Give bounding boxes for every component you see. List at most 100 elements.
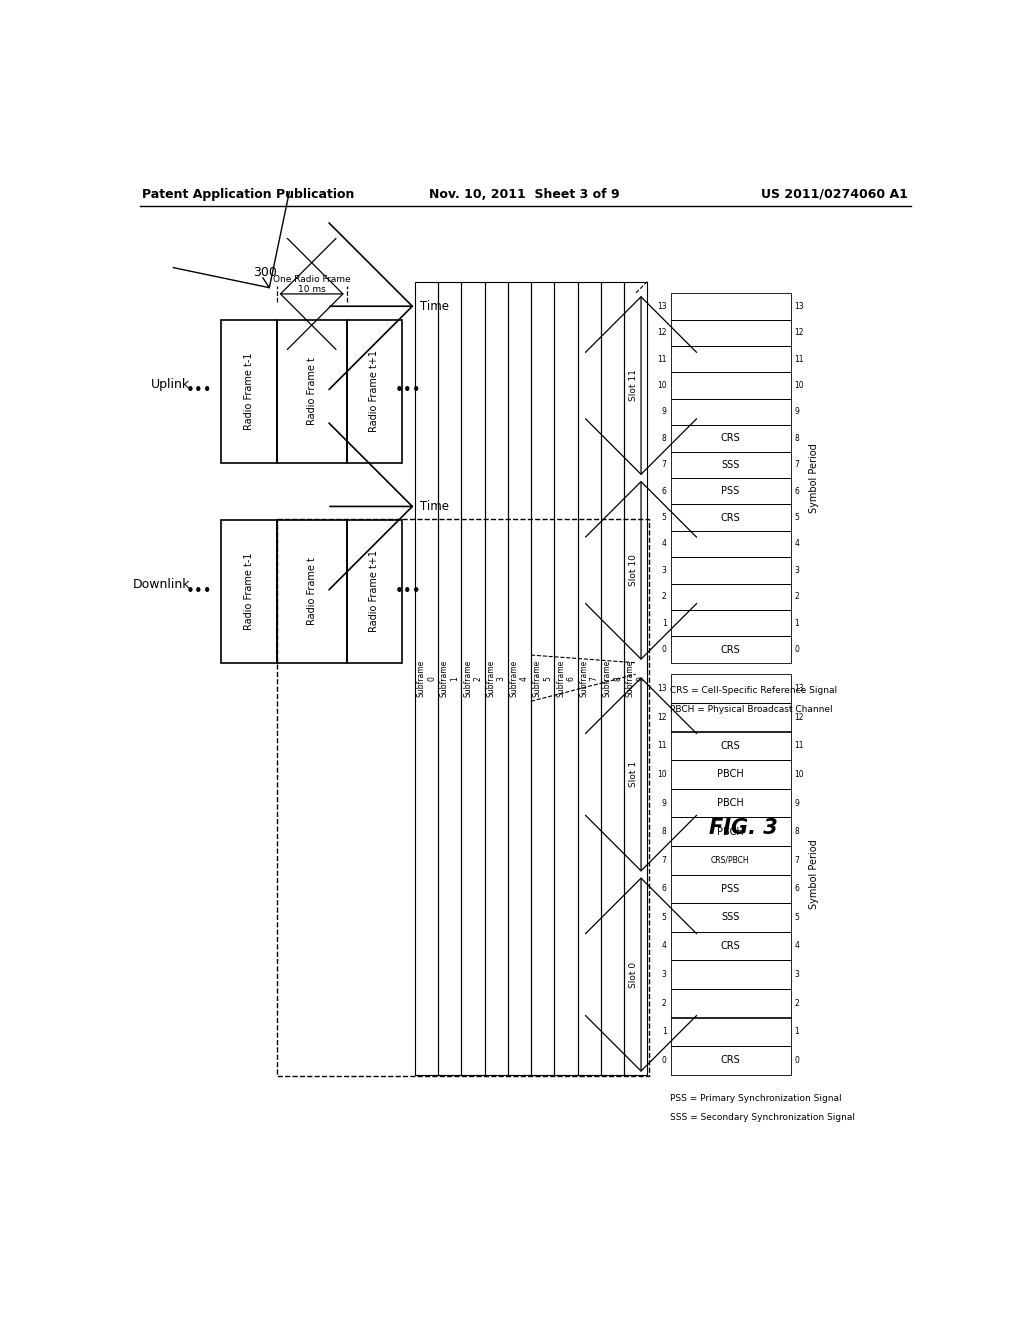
Text: PSS = Primary Synchronization Signal: PSS = Primary Synchronization Signal (671, 1094, 842, 1104)
Text: Radio Frame t-1: Radio Frame t-1 (244, 352, 254, 430)
Text: 2: 2 (795, 593, 800, 601)
Bar (671, 932, 791, 961)
Text: 10: 10 (795, 770, 804, 779)
Text: CRS: CRS (720, 741, 740, 751)
Text: 0: 0 (795, 1056, 800, 1065)
Text: SSS: SSS (721, 912, 739, 923)
Text: CRS/PBCH: CRS/PBCH (711, 855, 750, 865)
Text: CRS: CRS (720, 1056, 740, 1065)
Text: Radio Frame t+1: Radio Frame t+1 (370, 350, 380, 432)
Text: Symbol Period: Symbol Period (809, 840, 819, 909)
Text: Radio Frame t+1: Radio Frame t+1 (370, 550, 380, 632)
Text: •••: ••• (186, 583, 213, 599)
Bar (508, 281, 531, 1074)
Bar (671, 531, 791, 557)
Text: SSS = Secondary Synchronization Signal: SSS = Secondary Synchronization Signal (671, 1113, 855, 1122)
Bar (671, 346, 791, 372)
Text: PSS: PSS (721, 884, 739, 894)
Bar (671, 760, 791, 789)
Text: US 2011/0274060 A1: US 2011/0274060 A1 (761, 187, 907, 201)
Text: 11: 11 (657, 355, 667, 363)
Text: 4: 4 (795, 540, 800, 548)
Text: 10 ms: 10 ms (298, 285, 326, 294)
Text: 7: 7 (795, 855, 800, 865)
Text: 13: 13 (795, 302, 804, 310)
Bar (671, 789, 791, 817)
Text: 4: 4 (662, 941, 667, 950)
Text: 2: 2 (795, 999, 800, 1007)
Text: Slot 0: Slot 0 (629, 961, 638, 987)
Text: SSS: SSS (721, 459, 739, 470)
Text: 9: 9 (662, 799, 667, 808)
Text: Slot 1: Slot 1 (629, 762, 638, 788)
Bar (624, 281, 647, 1074)
Text: 3: 3 (662, 566, 667, 574)
Text: Radio Frame t: Radio Frame t (306, 356, 316, 425)
Text: 3: 3 (795, 566, 800, 574)
Text: Slot 11: Slot 11 (629, 370, 638, 401)
Text: PBCH = Physical Broadcast Channel: PBCH = Physical Broadcast Channel (671, 705, 834, 714)
Text: Subframe
2: Subframe 2 (463, 660, 482, 697)
Bar (671, 989, 791, 1018)
Text: 13: 13 (657, 684, 667, 693)
Bar (415, 281, 438, 1074)
Bar (671, 293, 791, 319)
Bar (671, 319, 791, 346)
Text: 0: 0 (662, 645, 667, 653)
Text: Time: Time (420, 500, 450, 513)
Bar (671, 478, 791, 504)
Text: 7: 7 (662, 461, 667, 469)
Text: Radio Frame t-1: Radio Frame t-1 (244, 552, 254, 630)
Text: 10: 10 (657, 381, 667, 389)
Bar (221, 520, 276, 663)
Text: •••: ••• (395, 583, 422, 599)
Text: 4: 4 (662, 540, 667, 548)
Text: 7: 7 (795, 461, 800, 469)
Bar (671, 504, 791, 531)
Text: Subframe
1: Subframe 1 (440, 660, 460, 697)
Text: CRS: CRS (720, 512, 740, 523)
Text: One Radio Frame: One Radio Frame (272, 275, 350, 284)
Text: 9: 9 (662, 408, 667, 416)
Bar (671, 874, 791, 903)
Text: Subframe
0: Subframe 0 (417, 660, 436, 697)
Text: 3: 3 (662, 970, 667, 979)
Text: 5: 5 (795, 913, 800, 921)
Text: 8: 8 (662, 434, 667, 442)
Text: 9: 9 (795, 408, 800, 416)
Text: 7: 7 (662, 855, 667, 865)
Text: 10: 10 (657, 770, 667, 779)
Bar (671, 903, 791, 932)
Bar (671, 372, 791, 399)
Bar (484, 281, 508, 1074)
Text: 8: 8 (662, 828, 667, 836)
Bar (671, 636, 791, 663)
Text: PBCH: PBCH (717, 770, 743, 779)
Text: 9: 9 (795, 799, 800, 808)
Text: 1: 1 (795, 1027, 800, 1036)
Text: Slot 10: Slot 10 (629, 554, 638, 586)
Text: 5: 5 (662, 513, 667, 521)
Bar (671, 702, 791, 731)
Text: 11: 11 (795, 742, 804, 750)
Bar (671, 1018, 791, 1045)
Bar (671, 557, 791, 583)
Text: PBCH: PBCH (717, 826, 743, 837)
Bar (671, 583, 791, 610)
Text: 6: 6 (795, 487, 800, 495)
Text: FIG. 3: FIG. 3 (710, 818, 778, 838)
Bar (671, 451, 791, 478)
Text: 6: 6 (795, 884, 800, 894)
Text: 4: 4 (795, 941, 800, 950)
Bar (221, 321, 276, 462)
Bar (346, 321, 402, 462)
Text: 13: 13 (657, 302, 667, 310)
Bar (671, 731, 791, 760)
Text: Subframe
3: Subframe 3 (486, 660, 506, 697)
Text: 0: 0 (662, 1056, 667, 1065)
Bar (671, 846, 791, 875)
Text: 12: 12 (795, 329, 804, 337)
Text: Subframe
8: Subframe 8 (603, 660, 622, 697)
Bar (276, 321, 346, 462)
Text: Subframe
9: Subframe 9 (626, 660, 645, 697)
